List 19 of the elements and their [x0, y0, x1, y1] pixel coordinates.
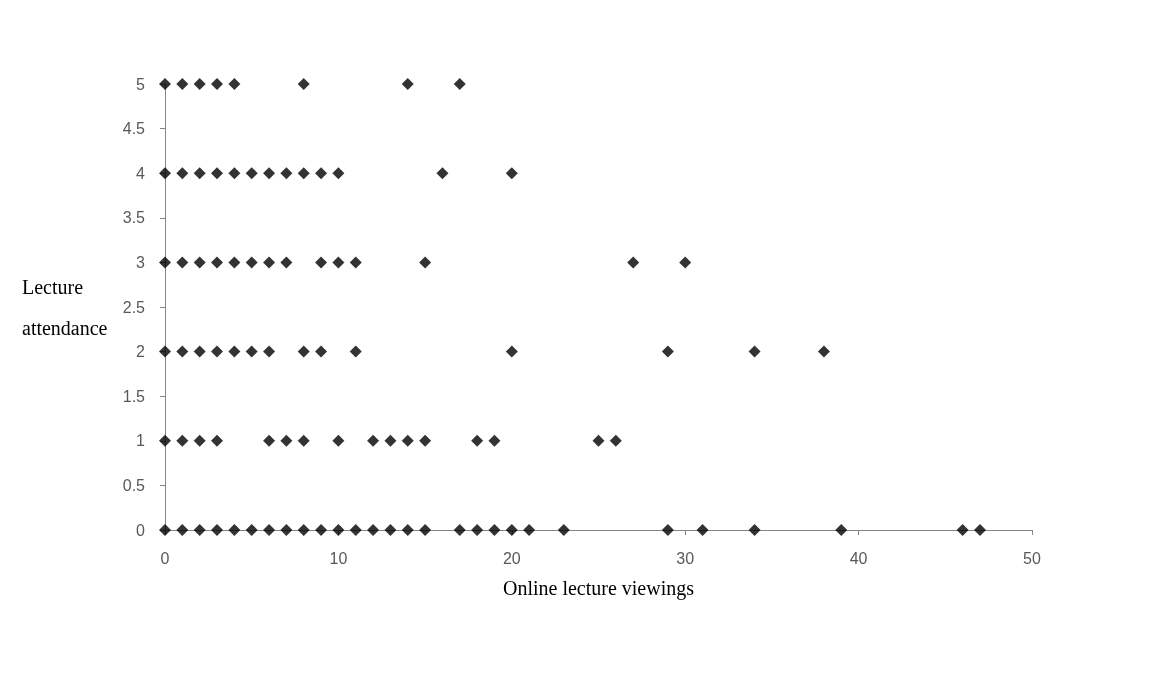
y-tick-label: 2.5: [122, 298, 146, 316]
x-tick-label: 10: [329, 549, 348, 567]
y-tick-label: 3.5: [122, 209, 146, 227]
y-tick-label: 0.5: [122, 476, 146, 494]
x-tick-label: 0: [160, 549, 170, 567]
x-tick-label: 20: [502, 549, 521, 567]
y-tick-label: 4: [136, 164, 146, 182]
y-tick-label: 1.5: [122, 387, 146, 405]
y-tick-label: 0: [136, 521, 146, 539]
x-tick-label: 30: [676, 549, 695, 567]
y-tick-label: 5: [136, 75, 146, 93]
y-tick-label: 1: [136, 432, 146, 450]
y-axis-title: Lecture attendance: [22, 275, 108, 339]
x-axis-title: Online lecture viewings: [502, 577, 695, 600]
x-tick-label: 50: [1023, 549, 1041, 567]
y-tick-label: 2: [136, 343, 146, 361]
y-tick-label: 4.5: [122, 120, 146, 138]
x-tick-label: 40: [849, 549, 868, 567]
y-tick-label: 3: [136, 253, 146, 271]
